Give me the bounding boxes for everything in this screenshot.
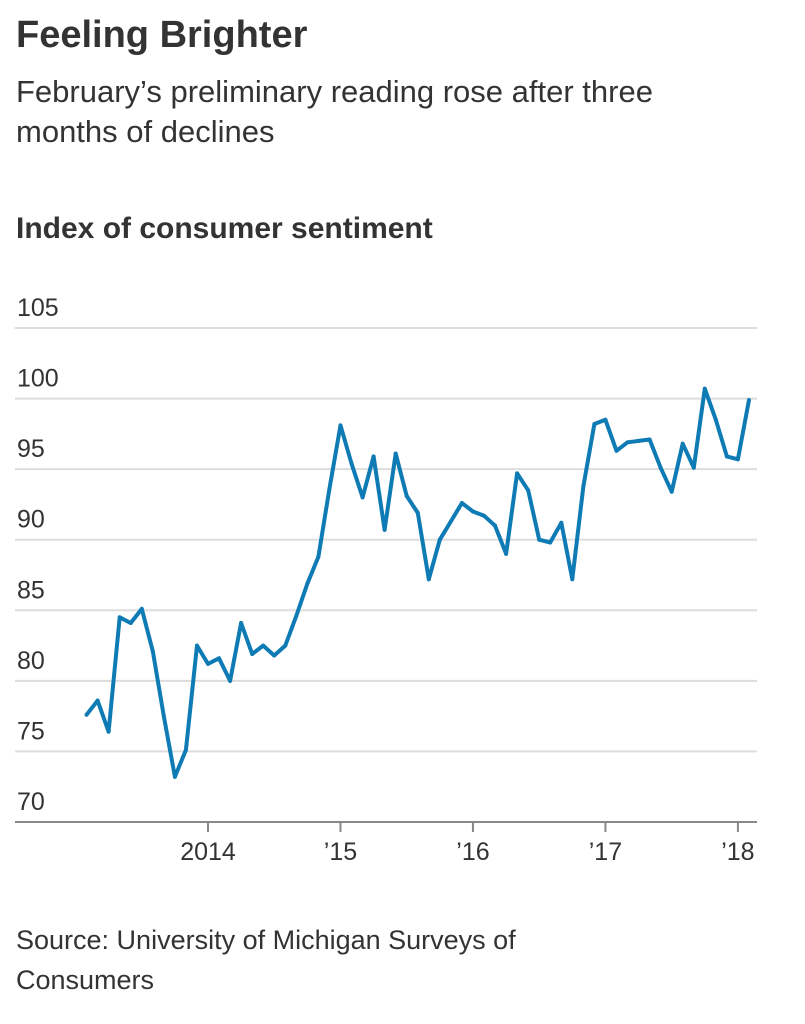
data-point bbox=[669, 489, 674, 494]
y-tick-label: 75 bbox=[17, 717, 45, 745]
data-point bbox=[470, 509, 475, 514]
data-point bbox=[735, 457, 740, 462]
data-point bbox=[128, 620, 133, 625]
data-point bbox=[382, 527, 387, 532]
data-point bbox=[636, 438, 641, 443]
data-point bbox=[272, 653, 277, 658]
data-point bbox=[702, 386, 707, 391]
data-point bbox=[592, 421, 597, 426]
data-point bbox=[183, 748, 188, 753]
data-point bbox=[393, 451, 398, 456]
y-tick-label: 80 bbox=[17, 647, 45, 675]
data-point bbox=[228, 678, 233, 683]
y-tick-label: 100 bbox=[17, 365, 59, 393]
chart-subtitle: February’s preliminary reading rose afte… bbox=[16, 74, 653, 149]
x-tick-label: ’15 bbox=[324, 838, 357, 866]
data-point bbox=[570, 577, 575, 582]
data-point bbox=[647, 437, 652, 442]
data-point bbox=[614, 448, 619, 453]
data-point bbox=[526, 488, 531, 493]
data-point bbox=[515, 471, 520, 476]
y-tick-label: 70 bbox=[17, 788, 45, 816]
y-tick-label: 105 bbox=[17, 294, 59, 322]
x-tick-label: ’16 bbox=[456, 838, 489, 866]
data-point bbox=[294, 613, 299, 618]
data-point bbox=[559, 520, 564, 525]
data-point bbox=[404, 493, 409, 498]
data-point bbox=[548, 540, 553, 545]
data-point bbox=[139, 606, 144, 611]
data-point bbox=[371, 454, 376, 459]
data-point bbox=[172, 774, 177, 779]
data-point bbox=[338, 423, 343, 428]
data-point bbox=[724, 454, 729, 459]
data-point bbox=[150, 649, 155, 654]
y-tick-label: 90 bbox=[17, 506, 45, 534]
sentiment-line bbox=[85, 386, 751, 779]
data-point bbox=[117, 615, 122, 620]
data-point bbox=[448, 519, 453, 524]
data-point bbox=[493, 523, 498, 528]
data-point bbox=[349, 461, 354, 466]
data-point bbox=[603, 417, 608, 422]
x-tick-label: ’18 bbox=[721, 838, 754, 866]
data-point bbox=[305, 581, 310, 586]
data-point bbox=[360, 495, 365, 500]
data-point bbox=[691, 465, 696, 470]
data-point bbox=[217, 656, 222, 661]
data-point bbox=[95, 698, 100, 703]
y-axis-label: Index of consumer sentiment bbox=[16, 212, 433, 245]
data-point bbox=[161, 714, 166, 719]
chart-title: Feeling Brighter bbox=[16, 14, 308, 56]
data-point bbox=[625, 440, 630, 445]
data-point bbox=[713, 417, 718, 422]
data-point bbox=[504, 551, 509, 556]
data-point bbox=[426, 577, 431, 582]
data-point bbox=[459, 501, 464, 506]
data-point bbox=[537, 537, 542, 542]
y-tick-label: 85 bbox=[17, 576, 45, 604]
data-point bbox=[194, 643, 199, 648]
data-point bbox=[283, 643, 288, 648]
data-point bbox=[482, 513, 486, 518]
data-point bbox=[316, 554, 321, 559]
y-tick-label: 95 bbox=[17, 435, 45, 463]
data-point bbox=[658, 465, 663, 470]
x-tick-label: 2014 bbox=[180, 838, 236, 866]
data-point bbox=[84, 712, 89, 717]
data-point bbox=[206, 661, 210, 666]
data-point bbox=[250, 652, 255, 657]
data-point bbox=[239, 620, 244, 625]
data-point bbox=[746, 397, 751, 402]
data-point bbox=[581, 484, 586, 489]
data-point bbox=[327, 486, 332, 491]
data-point bbox=[415, 510, 420, 515]
source-note: Source: University of Michigan Surveys o… bbox=[16, 925, 516, 995]
data-point bbox=[106, 729, 111, 734]
data-point bbox=[261, 643, 266, 648]
data-point bbox=[437, 537, 442, 542]
x-tick-label: ’17 bbox=[589, 838, 622, 866]
data-point bbox=[680, 441, 685, 446]
